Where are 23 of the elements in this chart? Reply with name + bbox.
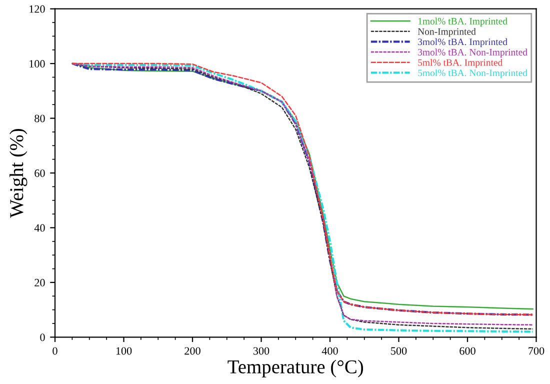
y-tick-label: 0 xyxy=(40,334,45,342)
x-tick-label: 600 xyxy=(460,347,476,355)
x-axis-title: Temperature (°C) xyxy=(228,360,364,378)
legend-label: Non-Imprinted xyxy=(418,28,476,37)
x-tick-label: 400 xyxy=(322,347,338,355)
x-tick-label: 700 xyxy=(528,347,544,355)
x-tick-label: 500 xyxy=(391,347,407,355)
legend-label: 5ml% tBA. Imprinted xyxy=(418,58,503,68)
x-tick-label: 200 xyxy=(184,347,200,355)
y-tick-label: 80 xyxy=(34,114,45,122)
y-tick-label: 20 xyxy=(34,278,45,286)
legend-label: 3mol% tBA. Imprinted xyxy=(418,38,508,48)
legend-label: 1mol% tBA. Imprinted xyxy=(418,18,508,26)
y-tick-label: 60 xyxy=(34,169,45,177)
y-tick-label: 100 xyxy=(30,60,45,68)
y-axis-title: Weight (%) xyxy=(10,129,28,218)
x-tick-label: 100 xyxy=(116,347,132,355)
y-tick-label: 40 xyxy=(34,224,45,232)
y-tick-label: 120 xyxy=(30,5,45,13)
legend-label: 5mol% tBA. Non-Imprinted xyxy=(418,69,528,78)
legend-label: 3mol% tBA. Non-Imprinted xyxy=(418,48,528,58)
x-tick-label: 300 xyxy=(253,347,270,355)
x-tick-label: 0 xyxy=(52,347,58,355)
